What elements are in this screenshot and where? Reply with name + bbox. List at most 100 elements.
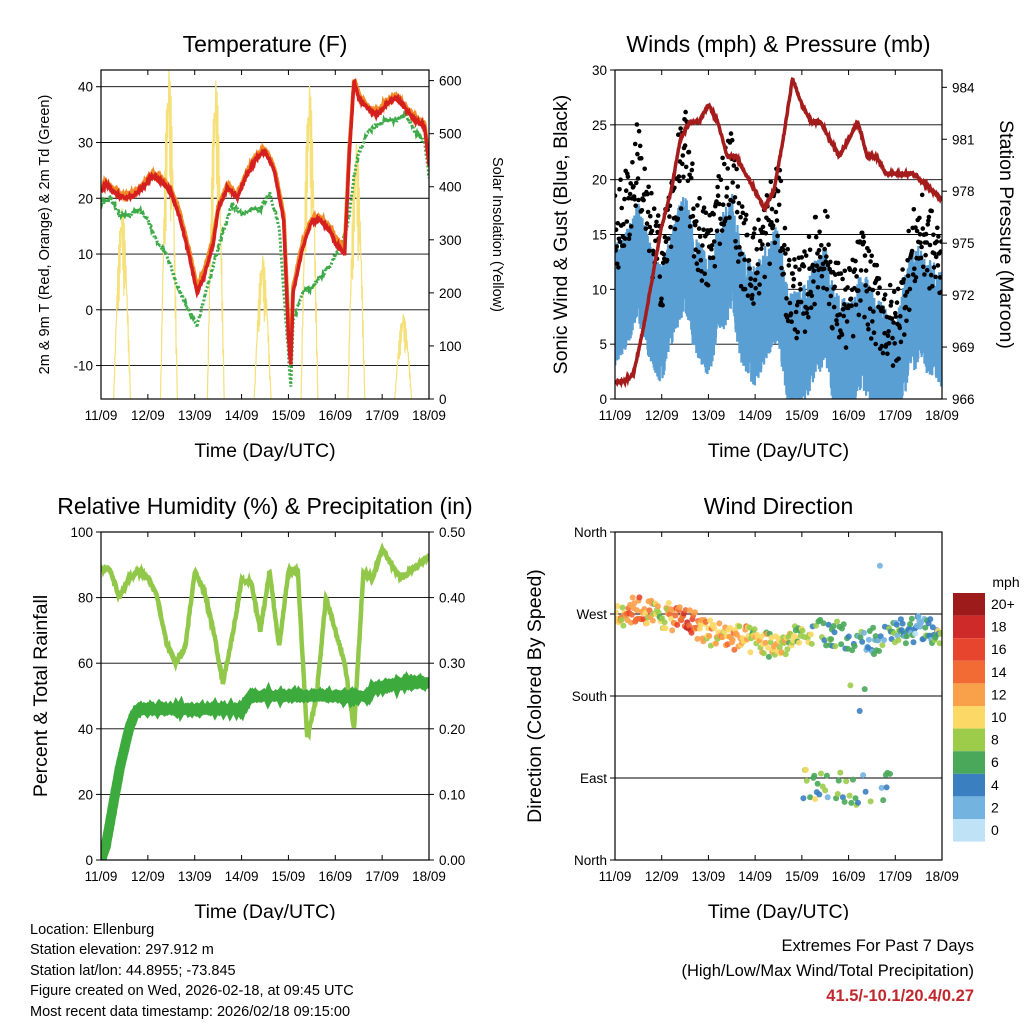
gust-point [807, 247, 813, 253]
gust-point [879, 343, 885, 349]
humidity-line [101, 542, 429, 742]
gust-point [683, 109, 688, 115]
gust-point [710, 255, 716, 260]
gust-point [842, 302, 847, 307]
gust-point [873, 341, 878, 347]
gust-point [739, 251, 744, 257]
direction-point [736, 623, 743, 630]
gust-point [750, 235, 756, 240]
direction-point [899, 620, 906, 627]
direction-point [893, 621, 900, 628]
direction-point [767, 639, 774, 646]
direction-xtick-label: 16/09 [832, 869, 866, 884]
speed-legend-label: 12 [991, 686, 1007, 702]
humidity-ytick-label: 80 [78, 591, 93, 606]
gust-point [842, 268, 848, 274]
gust-point [753, 285, 758, 291]
gust-point [691, 254, 697, 259]
direction-point [855, 799, 861, 806]
speed-legend: mph 20+ 18 16 14 12 10 8 6 4 2 0 [953, 574, 1020, 842]
winds-xtick-label: 13/09 [692, 408, 726, 423]
direction-point [878, 784, 885, 791]
gust-point [926, 218, 931, 223]
direction-ylabel: Direction (Colored By Speed) [524, 569, 546, 823]
gust-point [724, 194, 729, 199]
humidity-xtick-label: 17/09 [365, 869, 399, 884]
gust-point [861, 239, 867, 245]
gust-point [791, 276, 797, 282]
winds-ytick-label: 15 [592, 228, 607, 243]
gust-point [861, 234, 866, 240]
gust-point [786, 263, 792, 268]
direction-point [628, 611, 635, 618]
gust-point [862, 253, 868, 258]
gust-point [668, 244, 674, 250]
gust-point [893, 314, 899, 319]
direction-point [711, 625, 718, 631]
temperature-xtick-label: 15/09 [272, 408, 306, 423]
direction-point [688, 629, 695, 636]
gust-point [795, 329, 800, 335]
gust-point [798, 299, 804, 305]
gust-point [615, 244, 619, 249]
gust-point [628, 181, 633, 186]
gust-point [627, 232, 632, 238]
winds-title: Winds (mph) & Pressure (mb) [626, 31, 930, 57]
station-latlon: Station lat/lon: 44.8955; -73.845 [30, 962, 236, 979]
temperature-title: Temperature (F) [183, 31, 348, 57]
direction-point [818, 770, 824, 777]
direction-point [686, 622, 692, 629]
gust-point [717, 241, 723, 247]
temperature-xtick-label: 17/09 [365, 408, 399, 423]
direction-point [633, 607, 640, 614]
direction-point [832, 643, 839, 650]
gust-point [626, 195, 631, 201]
gust-point [904, 318, 909, 324]
gust-point [815, 285, 821, 290]
speed-legend-label: 10 [991, 709, 1007, 725]
direction-point [910, 639, 917, 646]
temperature-y2tick-label: 400 [439, 180, 462, 195]
temperature-y2label: Solar Insolation (Yellow) [489, 157, 505, 312]
insolation-peak [347, 144, 366, 399]
gust-point [774, 218, 780, 223]
gust-point [696, 226, 702, 231]
gust-point [686, 149, 692, 155]
humidity-panel: Relative Humidity (%) & Precipitation (i… [30, 493, 473, 923]
gust-point [939, 239, 942, 244]
gust-point [746, 258, 752, 263]
gust-point [927, 242, 933, 248]
direction-point [776, 644, 783, 651]
winds-y2tick-label: 972 [952, 288, 975, 303]
gust-point [920, 226, 926, 231]
gust-point [882, 330, 887, 336]
gust-point [697, 195, 702, 201]
winds-ylabel: Sonic Wind & Gust (Blue, Black) [550, 95, 572, 375]
gust-point [849, 303, 854, 309]
gust-point [661, 252, 667, 257]
direction-frame [614, 531, 943, 861]
direction-point [903, 633, 910, 640]
gust-point [734, 166, 739, 172]
humidity-title: Relative Humidity (%) & Precipitation (i… [57, 493, 472, 519]
gust-point [637, 143, 643, 149]
gust-point [748, 276, 753, 282]
speed-legend-label: 18 [991, 619, 1007, 635]
gust-point [790, 271, 795, 276]
temperature-ytick-label: 30 [78, 135, 93, 150]
gust-point [825, 262, 831, 268]
gust-point [687, 224, 693, 229]
direction-point [706, 633, 713, 639]
gust-point [772, 240, 778, 246]
gust-point [765, 242, 771, 247]
gust-point [797, 281, 803, 287]
winds-ytick-label: 0 [599, 392, 607, 407]
gust-point [728, 131, 734, 136]
temperature-y2tick-label: 300 [439, 233, 462, 248]
temperature-ytick-label: 20 [78, 191, 93, 206]
winds-xtick-label: 16/09 [832, 408, 866, 423]
direction-point [912, 630, 919, 637]
gust-point [782, 225, 788, 231]
gust-point [921, 264, 926, 270]
gust-point [789, 319, 794, 325]
